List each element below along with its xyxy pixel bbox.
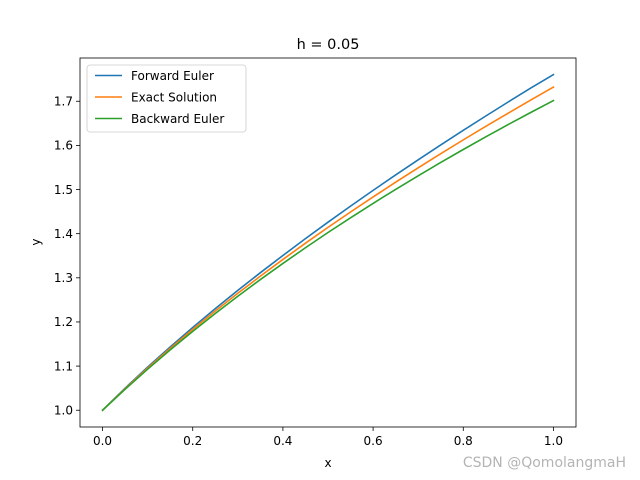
series-line-1: [101, 85, 555, 412]
x-tick-label: 0.4: [273, 434, 292, 448]
legend-label-1: Exact Solution: [131, 90, 217, 104]
y-axis: 1.0 1.1 1.2 1.3 1.4 1.5 1.6 1.7: [54, 95, 80, 418]
y-axis-label: y: [29, 238, 43, 245]
x-axis-label: x: [324, 456, 331, 470]
x-axis: 0.0 0.2 0.4 0.6 0.8 1.0: [93, 427, 563, 448]
x-tick-label: 0.6: [364, 434, 383, 448]
watermark: CSDN @QomolangmaH: [463, 455, 626, 471]
y-tick-label: 1.5: [54, 183, 73, 197]
series-line-2: [101, 99, 555, 412]
x-tick-label: 0.0: [93, 434, 112, 448]
y-tick-label: 1.4: [54, 227, 73, 241]
x-tick-label: 1.0: [544, 434, 563, 448]
series-layer: [101, 73, 555, 412]
x-tick-label: 0.8: [454, 434, 473, 448]
plot-frame: [79, 57, 577, 428]
y-tick-label: 1.7: [54, 95, 73, 109]
y-tick-label: 1.0: [54, 404, 73, 418]
y-tick-label: 1.1: [54, 359, 73, 373]
y-tick-label: 1.6: [54, 139, 73, 153]
y-tick-label: 1.2: [54, 315, 73, 329]
x-tick-label: 0.2: [183, 434, 202, 448]
chart-title: h = 0.05: [297, 37, 360, 53]
legend-label-2: Backward Euler: [131, 112, 224, 126]
y-tick-label: 1.3: [54, 271, 73, 285]
legend: Forward Euler Exact Solution Backward Eule…: [86, 64, 247, 133]
legend-frame: [86, 64, 247, 133]
legend-label-0: Forward Euler: [131, 69, 214, 83]
series-line-0: [101, 73, 555, 412]
